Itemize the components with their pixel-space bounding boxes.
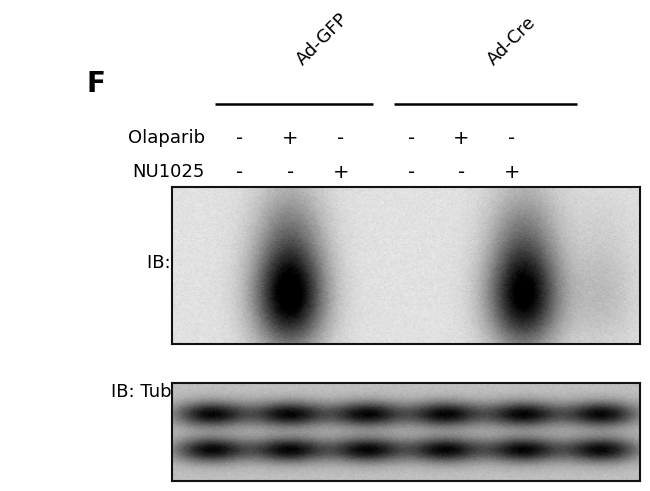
Text: +: +	[332, 163, 349, 182]
Text: Ad-GFP: Ad-GFP	[292, 9, 352, 68]
Text: Ad-Cre: Ad-Cre	[484, 13, 540, 68]
Text: -: -	[508, 129, 515, 148]
Text: -: -	[287, 163, 294, 182]
Text: -: -	[237, 129, 244, 148]
Text: -: -	[408, 129, 415, 148]
Text: +: +	[282, 129, 298, 148]
Text: -: -	[237, 163, 244, 182]
Text: NU1025: NU1025	[133, 164, 205, 181]
Text: -: -	[337, 129, 345, 148]
Text: -: -	[408, 163, 415, 182]
Text: IB: Par: IB: Par	[146, 254, 205, 272]
Text: F: F	[86, 70, 105, 98]
Text: +: +	[453, 129, 470, 148]
Text: Olaparib: Olaparib	[127, 129, 205, 147]
Text: +: +	[504, 163, 520, 182]
Text: -: -	[458, 163, 465, 182]
Text: IB: Tubulin: IB: Tubulin	[111, 382, 205, 401]
